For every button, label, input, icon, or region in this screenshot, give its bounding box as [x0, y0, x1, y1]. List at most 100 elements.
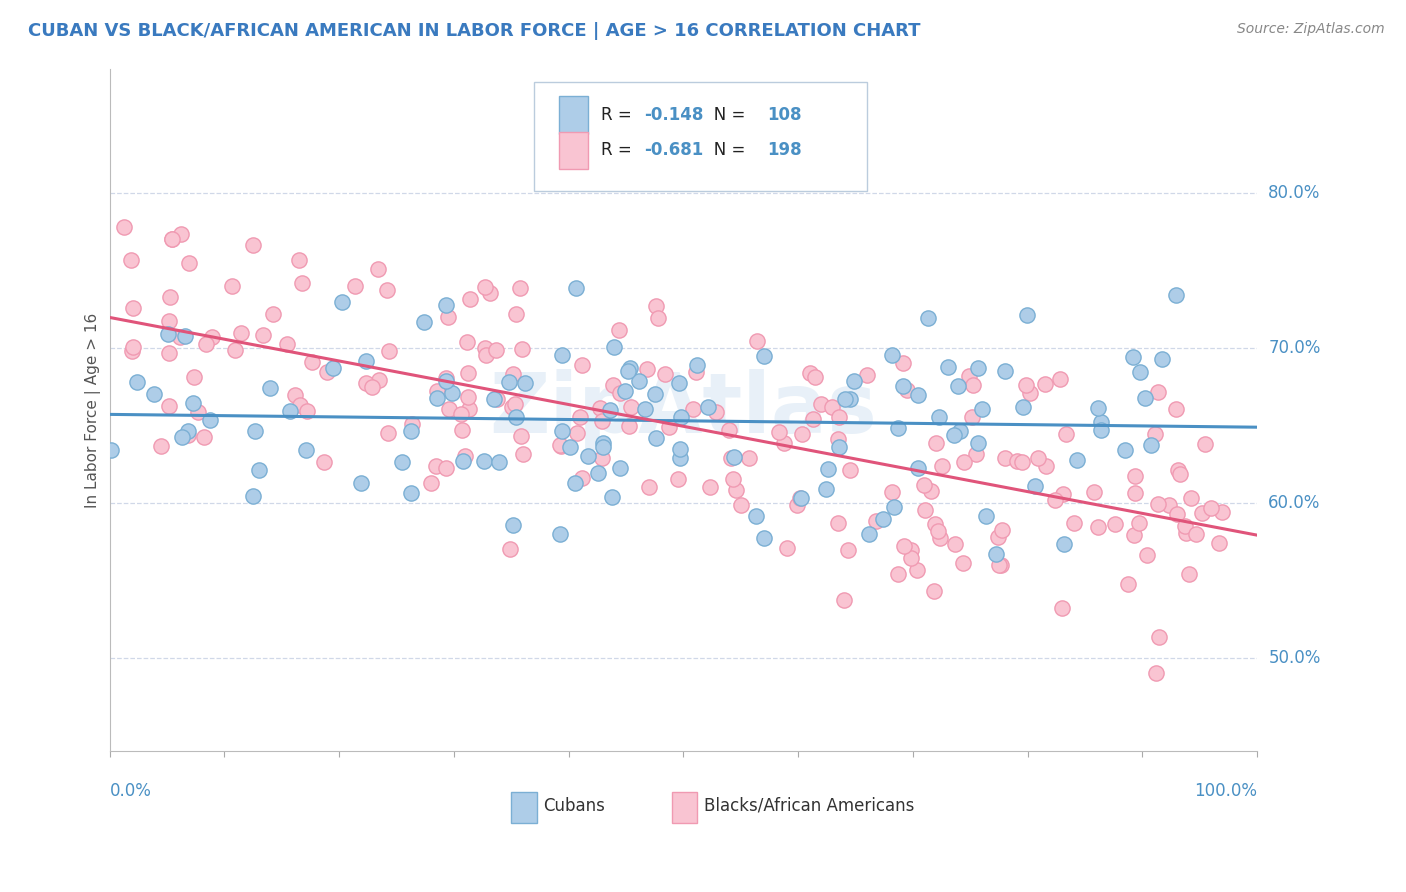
Point: [658, 420, 681, 434]
Point: [1026, 451, 1049, 466]
Point: [434, 460, 457, 475]
Point: [972, 402, 994, 417]
Point: [682, 402, 704, 417]
Point: [638, 480, 661, 494]
FancyBboxPatch shape: [534, 82, 868, 192]
Point: [457, 401, 479, 416]
Point: [242, 489, 264, 503]
Point: [685, 364, 707, 378]
Point: [928, 410, 950, 425]
Point: [505, 307, 527, 321]
Point: [810, 397, 832, 411]
Point: [613, 384, 636, 398]
Point: [994, 363, 1017, 377]
Point: [1208, 536, 1230, 550]
Point: [928, 531, 950, 545]
Point: [322, 360, 344, 375]
Point: [451, 423, 474, 437]
Point: [1178, 566, 1201, 581]
Point: [912, 477, 935, 491]
Point: [900, 542, 922, 557]
Point: [169, 330, 191, 344]
Point: [391, 455, 413, 469]
Point: [170, 430, 193, 444]
Point: [586, 466, 609, 480]
Point: [121, 344, 143, 359]
Point: [1024, 479, 1046, 493]
Point: [1014, 378, 1036, 392]
Point: [1175, 526, 1198, 541]
Point: [1114, 442, 1136, 457]
Point: [195, 337, 218, 351]
Point: [513, 376, 536, 390]
Point: [193, 430, 215, 444]
Point: [917, 311, 939, 326]
Text: -0.681: -0.681: [644, 142, 703, 160]
Point: [1144, 666, 1167, 681]
Point: [354, 354, 377, 368]
Point: [454, 449, 477, 463]
Point: [330, 294, 353, 309]
Text: 198: 198: [768, 142, 801, 160]
Point: [828, 410, 851, 425]
Point: [242, 238, 264, 252]
Point: [252, 327, 274, 342]
Point: [564, 476, 586, 491]
Point: [440, 386, 463, 401]
Point: [284, 387, 307, 401]
Point: [965, 446, 987, 460]
Point: [994, 451, 1017, 466]
Y-axis label: In Labor Force | Age > 16: In Labor Force | Age > 16: [86, 312, 101, 508]
Point: [637, 362, 659, 376]
Point: [922, 584, 945, 599]
Point: [647, 311, 669, 326]
Point: [1144, 426, 1167, 441]
Point: [162, 232, 184, 246]
Point: [1122, 351, 1144, 365]
Point: [224, 343, 246, 358]
Point: [730, 498, 752, 512]
Point: [360, 380, 382, 394]
Point: [609, 460, 631, 475]
Point: [576, 449, 599, 463]
Point: [1150, 352, 1173, 367]
Point: [827, 516, 849, 530]
Point: [887, 421, 910, 435]
Text: R =: R =: [600, 142, 637, 160]
Point: [315, 365, 337, 379]
Text: Blacks/African Americans: Blacks/African Americans: [704, 797, 914, 815]
Point: [122, 340, 145, 354]
Point: [472, 454, 495, 468]
Point: [142, 387, 165, 401]
Point: [967, 436, 990, 450]
Point: [924, 516, 946, 531]
Point: [295, 442, 318, 457]
Point: [297, 404, 319, 418]
Point: [160, 232, 183, 246]
Point: [1033, 377, 1056, 392]
Point: [839, 392, 862, 407]
Point: [474, 341, 496, 355]
Point: [671, 409, 693, 424]
Point: [501, 401, 523, 415]
Point: [699, 480, 721, 494]
Point: [488, 455, 510, 469]
Point: [834, 392, 856, 407]
Point: [893, 356, 915, 370]
Point: [1211, 505, 1233, 519]
Point: [603, 341, 626, 355]
Point: [738, 451, 761, 466]
Point: [551, 349, 574, 363]
Point: [966, 361, 988, 376]
Point: [953, 455, 976, 469]
Text: 50.0%: 50.0%: [1268, 649, 1320, 667]
Point: [1090, 423, 1112, 437]
Point: [565, 281, 588, 295]
Point: [1015, 308, 1038, 322]
Point: [801, 411, 824, 425]
Text: N =: N =: [699, 142, 751, 160]
Point: [426, 391, 449, 405]
Point: [1005, 454, 1028, 468]
Point: [893, 539, 915, 553]
Point: [617, 364, 640, 378]
